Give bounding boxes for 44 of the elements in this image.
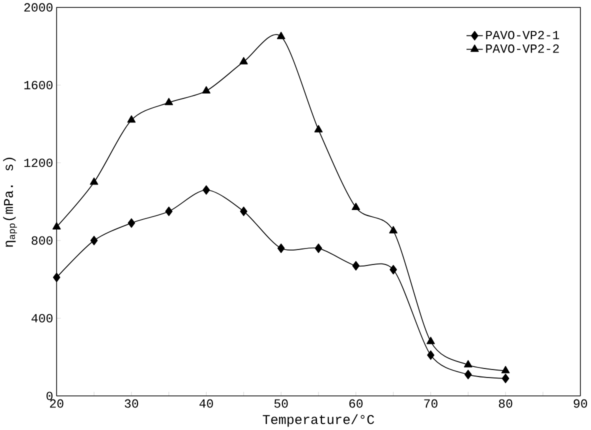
x-tick-label: 40 [199,399,213,408]
point [390,264,397,274]
point [202,86,210,94]
point [202,185,210,195]
point [426,336,435,344]
point [127,115,136,123]
x-tick-label: 50 [274,399,288,408]
point [314,125,323,132]
point [90,178,98,185]
point [501,366,510,374]
y-tick-label: 400 [32,314,52,322]
point [352,202,360,210]
point [427,350,434,360]
x-tick-label: 30 [124,399,138,408]
point [389,226,398,234]
point [52,222,61,230]
y-tick-label: 800 [32,236,52,245]
point [314,244,322,254]
x-tick-label: 60 [349,399,363,408]
x-tick-label: 70 [424,399,438,408]
point [277,244,285,254]
point [164,98,174,106]
point [240,206,248,216]
x-tick-label: 80 [498,399,512,408]
point [464,370,472,380]
point [464,360,472,368]
y-tick-label: 1200 [24,158,52,168]
y-tick-label: 1600 [24,80,52,90]
point [165,206,173,216]
y-axis-title: η$_{app}$(mPa. s) [3,158,17,247]
legend-label: PAVO-VP2-1 [486,30,560,40]
y-tick-label: 2000 [24,3,52,12]
point [90,236,98,246]
y-tick-label: 0 [46,392,52,400]
legend-label: PAVO-VP2-2 [486,44,559,53]
point [128,218,136,228]
point [276,32,286,40]
point [352,261,360,271]
x-tick-label: 90 [574,399,588,408]
point [502,374,510,384]
x-tick-label: 20 [50,399,64,408]
point [52,272,60,282]
point [240,57,248,64]
x-axis-title: Temperature/°C [262,414,374,427]
